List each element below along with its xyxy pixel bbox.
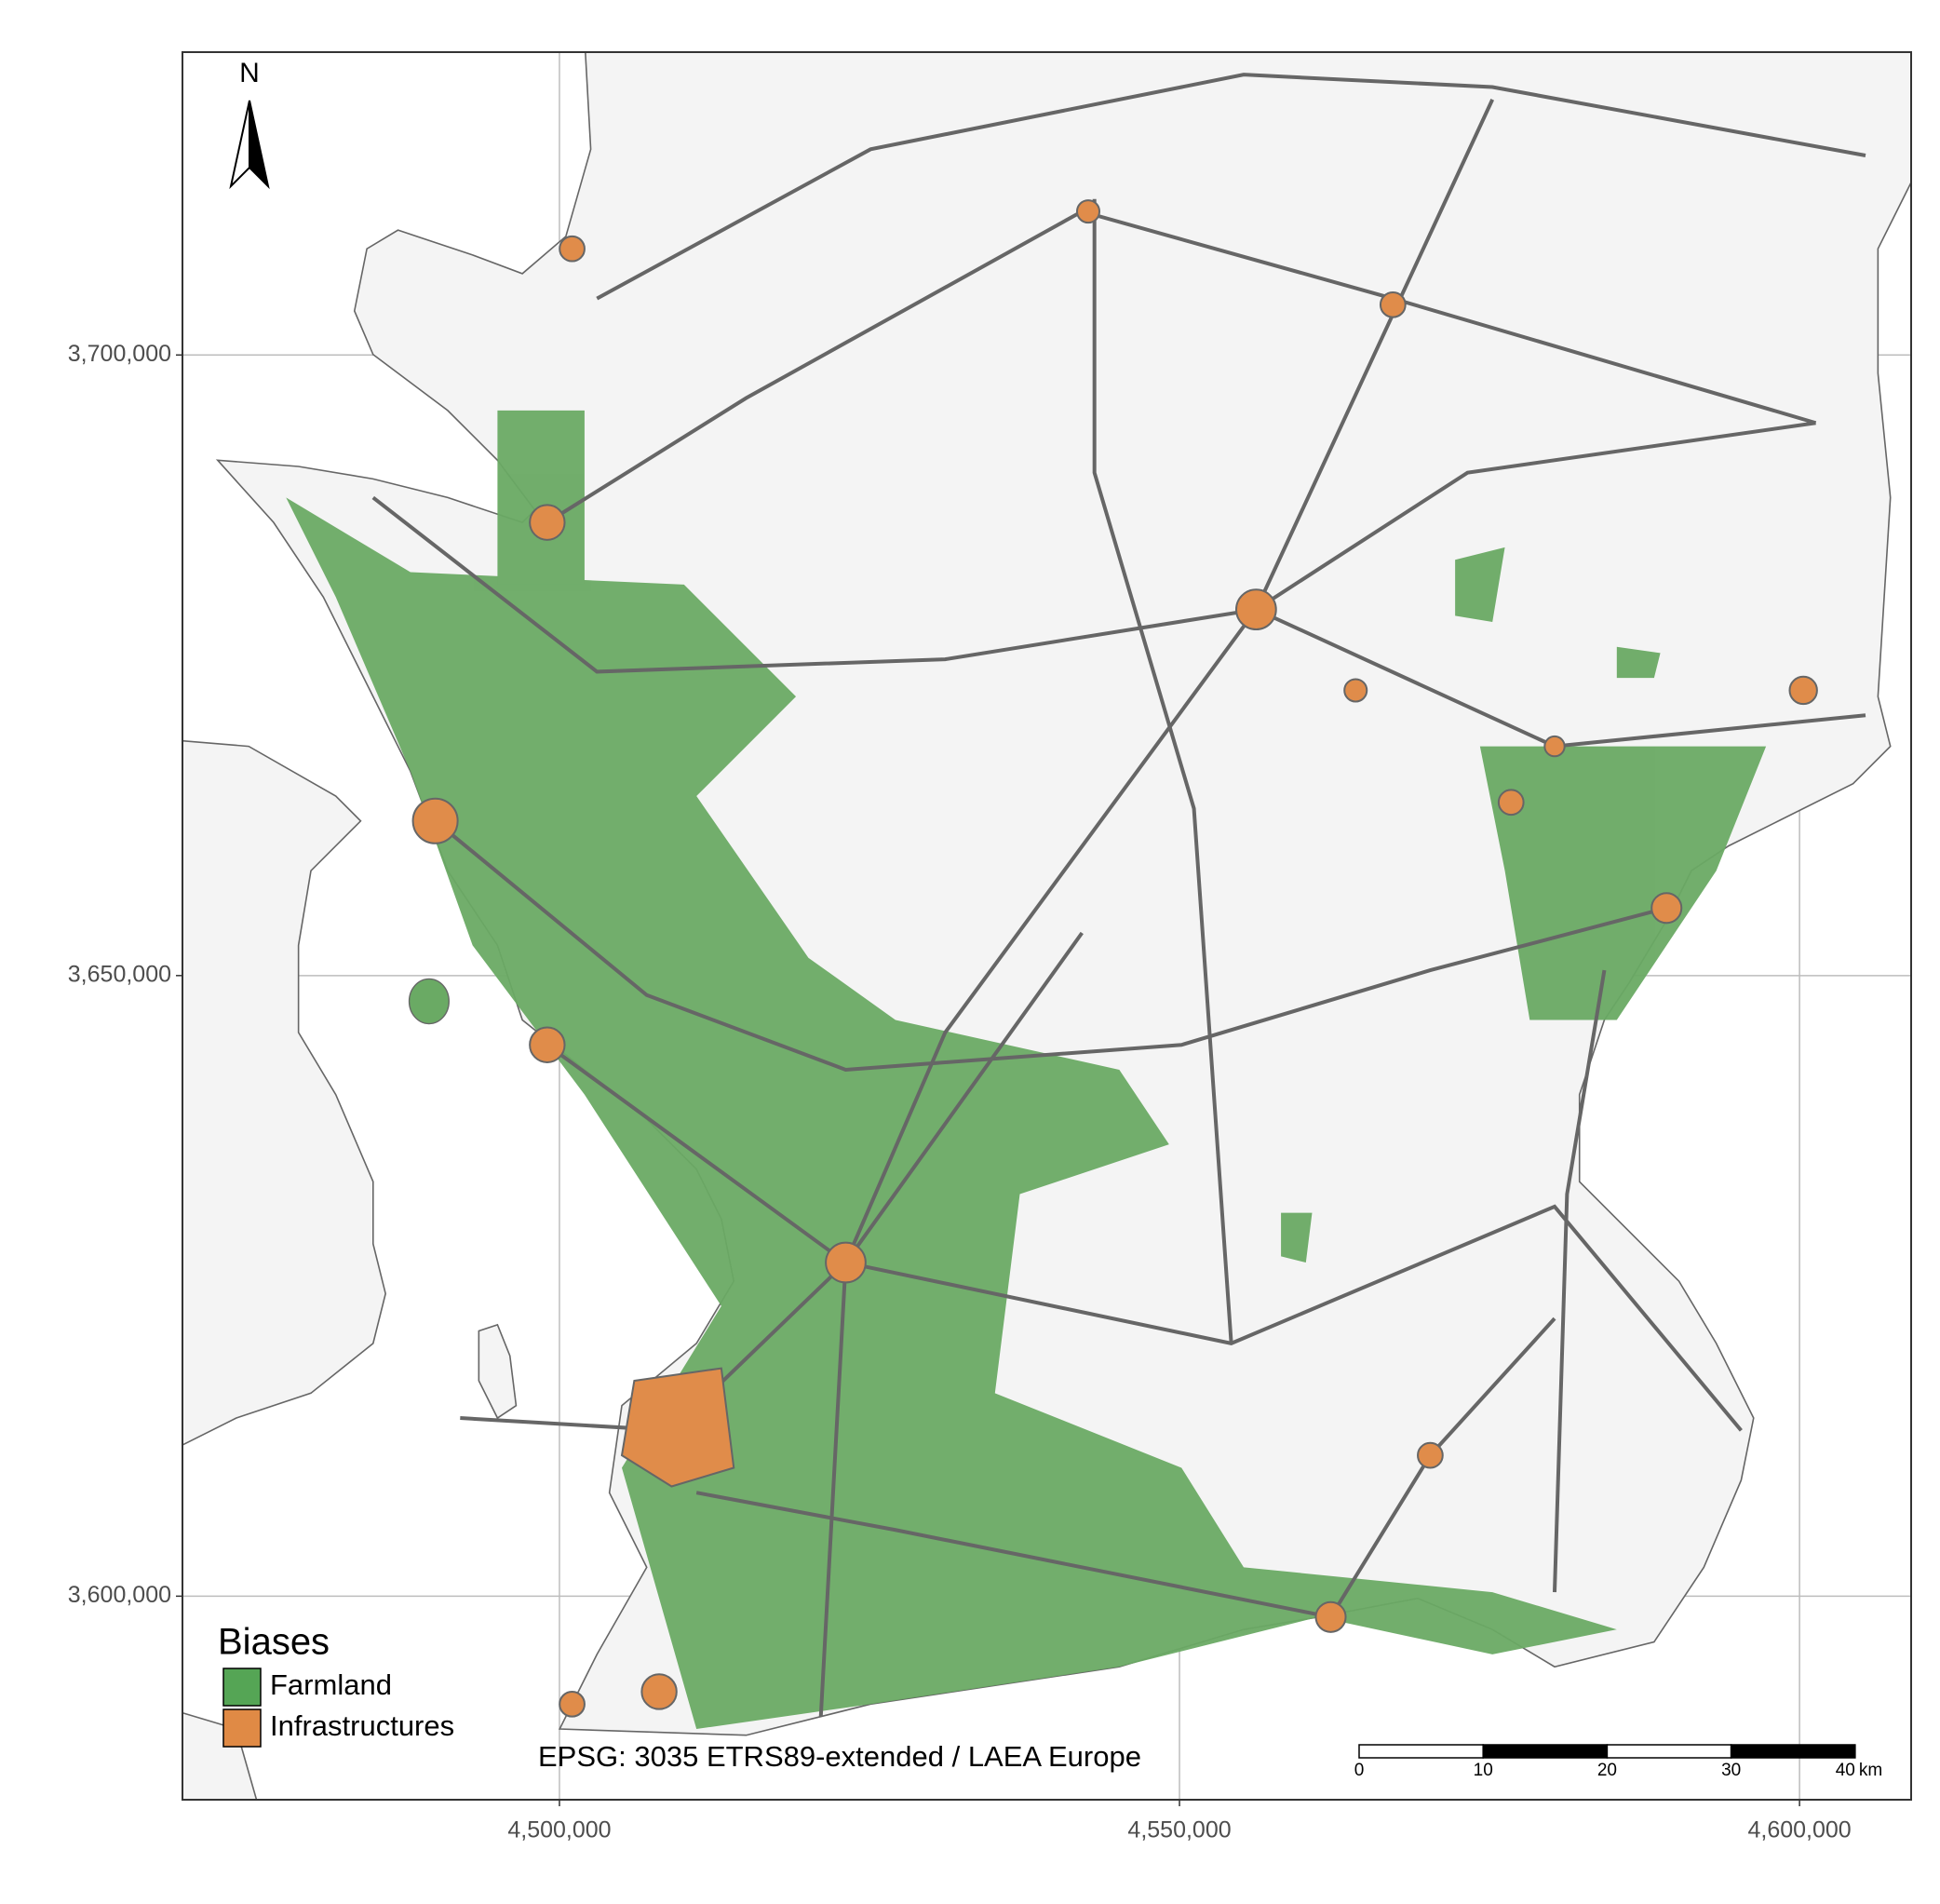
- scale-segment: [1358, 1744, 1484, 1759]
- y-tick-label: 3,700,000: [68, 341, 171, 367]
- island-ven: [408, 978, 450, 1025]
- scale-label: 10: [1474, 1761, 1493, 1780]
- legend-swatch: [222, 1708, 262, 1748]
- y-tick-label: 3,650,000: [68, 961, 171, 987]
- scale-segment: [1606, 1744, 1732, 1759]
- scale-unit: km: [1859, 1761, 1882, 1780]
- north-label: N: [239, 58, 260, 88]
- legend-label: Infrastructures: [270, 1709, 454, 1742]
- legend: Farmland Infrastructures: [222, 1668, 454, 1748]
- scale-bar: 0 10 20 30 40 km: [1354, 1744, 1882, 1780]
- x-tick-label: 4,550,000: [1127, 1817, 1231, 1843]
- scale-label: 20: [1597, 1761, 1617, 1780]
- north-arrow: N: [229, 58, 270, 190]
- crs-label: EPSG: 3035 ETRS89-extended / LAEA Europe: [538, 1740, 1141, 1773]
- scale-label: 0: [1354, 1761, 1365, 1780]
- x-tick-label: 4,600,000: [1747, 1817, 1851, 1843]
- panel-border: [182, 51, 1912, 1801]
- scale-label: 40: [1836, 1761, 1855, 1780]
- x-tick-label: 4,500,000: [507, 1817, 611, 1843]
- scale-segment: [1730, 1744, 1856, 1759]
- land-denmark-south: [182, 1711, 258, 1800]
- scale-segment: [1482, 1744, 1609, 1759]
- land-denmark: [182, 739, 386, 1446]
- roads: [371, 73, 1866, 1717]
- map-shapes: [182, 52, 1911, 1800]
- y-tick-label: 3,600,000: [68, 1582, 171, 1608]
- legend-swatch: [222, 1668, 262, 1707]
- map-content: [182, 52, 1911, 1800]
- infrastructure-areas: [411, 199, 1818, 1718]
- legend-title: Biases: [218, 1622, 330, 1663]
- scale-label: 30: [1721, 1761, 1741, 1780]
- island-amager: [478, 1323, 518, 1420]
- legend-label: Farmland: [270, 1668, 392, 1701]
